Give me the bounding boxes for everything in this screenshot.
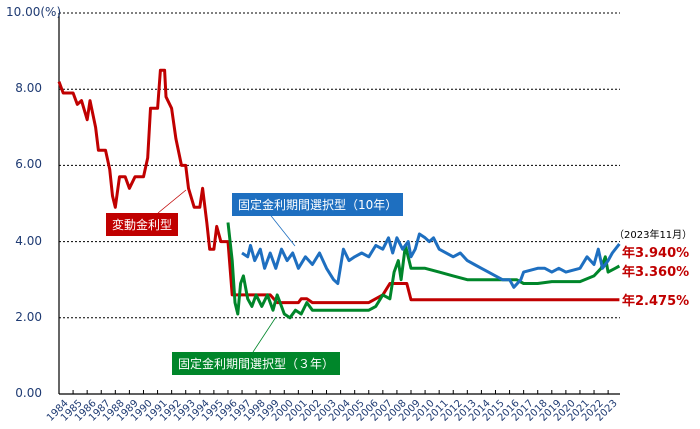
y-tick-label: 6.00 [15, 157, 42, 172]
leader-line [157, 189, 187, 214]
label-variable-rate: 変動金利型 [106, 213, 179, 236]
y-tick-label: 10.00(%) [6, 5, 62, 19]
series-line-0 [57, 68, 620, 305]
series-line-1 [226, 222, 621, 320]
leader-line [252, 316, 277, 353]
y-tick-label: 0.00 [15, 386, 42, 400]
y-tick-label: 8.00 [15, 81, 42, 96]
end-value-10y: 年3.940% [622, 246, 690, 261]
label-fixed-10y: 固定金利期間選択型（10年） [232, 193, 404, 216]
end-value-3y: 年3.360% [622, 265, 690, 280]
y-tick-label: 2.00 [15, 309, 42, 324]
label-fixed-3y: 固定金利期間選択型（３年） [172, 352, 341, 375]
y-tick-label: 4.00 [15, 233, 42, 248]
series-line-2 [241, 232, 621, 289]
end-value-variable: 年2.475% [622, 294, 690, 309]
date-note: （2023年11月） [614, 230, 693, 241]
leader-line [267, 211, 296, 247]
